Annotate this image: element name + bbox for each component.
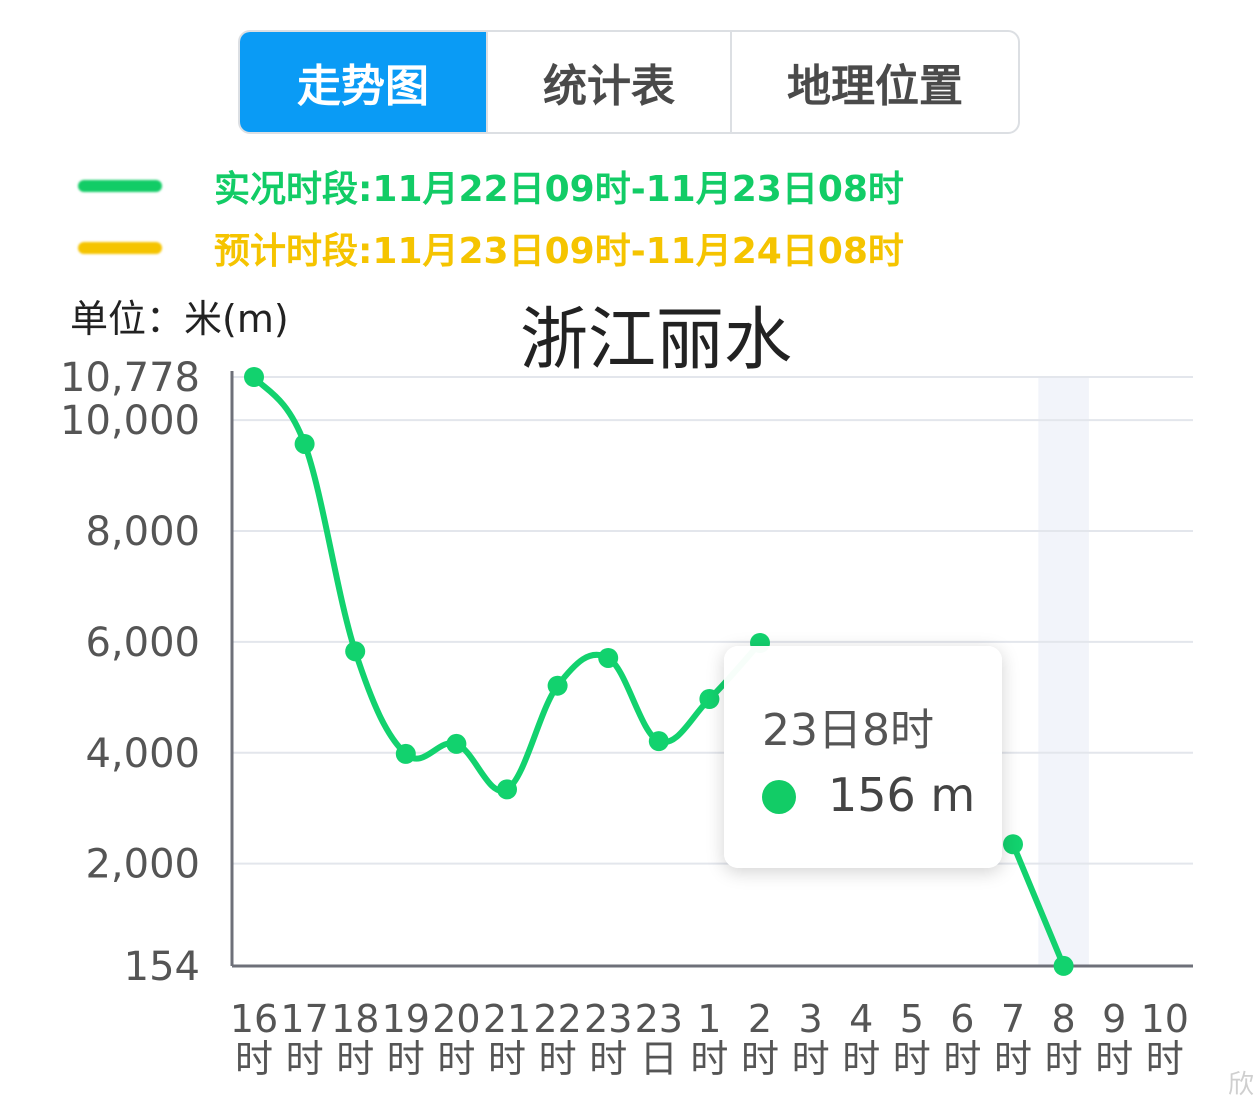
legend-forecast-text: 预计时段:11月23日09时-11月24日08时 bbox=[214, 231, 904, 272]
x-tick-label: 6 bbox=[950, 997, 974, 1041]
unit-label: 单位：米(m) bbox=[70, 297, 289, 341]
x-tick-label: 1 bbox=[697, 997, 721, 1041]
x-tick-label: 3 bbox=[799, 997, 823, 1041]
tooltip-time: 23日8时 bbox=[762, 705, 934, 756]
data-point bbox=[648, 731, 669, 752]
tooltip-series-dot bbox=[762, 780, 796, 814]
tab-bar: 走势图 统计表 地理位置 bbox=[238, 30, 1020, 134]
data-tooltip: 23日8时 156 m bbox=[724, 646, 1002, 868]
data-point bbox=[699, 688, 720, 709]
x-tick-label: 10 bbox=[1141, 997, 1189, 1041]
legend-forecast-swatch bbox=[78, 242, 162, 254]
data-point bbox=[547, 675, 568, 696]
legend-forecast: 预计时段:11月23日09时-11月24日08时 bbox=[78, 226, 904, 272]
data-point bbox=[497, 779, 517, 800]
x-tick-label-unit: 时 bbox=[741, 1037, 779, 1081]
y-tick-label: 6,000 bbox=[85, 620, 200, 666]
x-tick-label-unit: 时 bbox=[1095, 1037, 1133, 1081]
x-tick-label: 7 bbox=[1001, 997, 1025, 1041]
x-tick-label-unit: 日 bbox=[640, 1037, 678, 1081]
legend-observed: 实况时段:11月22日09时-11月23日08时 bbox=[78, 164, 904, 210]
x-tick-label-unit: 时 bbox=[437, 1037, 475, 1081]
data-point bbox=[294, 433, 315, 454]
highlight-band bbox=[1038, 377, 1089, 966]
x-tick-label: 19 bbox=[382, 997, 430, 1041]
x-tick-label-unit: 时 bbox=[842, 1037, 880, 1081]
tooltip-value: 156 m bbox=[828, 768, 976, 822]
y-tick-label: 4,000 bbox=[85, 731, 200, 777]
y-tick-label: 2,000 bbox=[85, 842, 200, 888]
x-tick-label: 4 bbox=[849, 997, 873, 1041]
x-tick-label: 18 bbox=[331, 997, 379, 1041]
x-tick-label-unit: 时 bbox=[994, 1037, 1032, 1081]
x-tick-label-unit: 时 bbox=[286, 1037, 324, 1081]
data-point bbox=[446, 733, 467, 754]
y-tick-label: 10,000 bbox=[60, 398, 200, 444]
x-tick-label: 23 bbox=[635, 997, 683, 1041]
data-point bbox=[345, 641, 366, 662]
x-tick-label-unit: 时 bbox=[488, 1037, 526, 1081]
chart-title: 浙江丽水 bbox=[520, 301, 793, 380]
x-tick-label: 5 bbox=[900, 997, 924, 1041]
x-tick-label: 21 bbox=[483, 997, 531, 1041]
legend-observed-swatch bbox=[78, 180, 162, 192]
x-tick-label: 23 bbox=[584, 997, 632, 1041]
x-tick-label: 17 bbox=[280, 997, 328, 1041]
x-tick-label-unit: 时 bbox=[235, 1037, 273, 1081]
legend-observed-text: 实况时段:11月22日09时-11月23日08时 bbox=[214, 169, 904, 210]
x-tick-label-unit: 时 bbox=[1045, 1037, 1083, 1081]
x-tick-label: 16 bbox=[230, 997, 278, 1041]
data-point bbox=[1003, 834, 1023, 855]
x-tick-label-unit: 时 bbox=[943, 1037, 981, 1081]
data-point bbox=[598, 647, 619, 668]
x-tick-label-unit: 时 bbox=[1146, 1037, 1184, 1081]
watermark: 欣 bbox=[1228, 1070, 1255, 1100]
x-tick-label-unit: 时 bbox=[336, 1037, 374, 1081]
x-tick-label-unit: 时 bbox=[589, 1037, 627, 1081]
y-tick-label: 10,778 bbox=[60, 355, 200, 401]
series-line bbox=[1010, 841, 1067, 969]
x-tick-label: 8 bbox=[1052, 997, 1076, 1041]
data-point bbox=[1053, 955, 1074, 976]
series-line bbox=[251, 374, 763, 794]
x-tick-label-unit: 时 bbox=[387, 1037, 425, 1081]
x-tick-label: 22 bbox=[533, 997, 581, 1041]
x-tick-label-unit: 时 bbox=[539, 1037, 577, 1081]
x-tick-label-unit: 时 bbox=[893, 1037, 931, 1081]
y-tick-label: 154 bbox=[124, 944, 200, 990]
x-tick-label-unit: 时 bbox=[690, 1037, 728, 1081]
data-point bbox=[244, 367, 264, 387]
x-tick-label: 20 bbox=[432, 997, 480, 1041]
y-tick-label: 8,000 bbox=[85, 509, 200, 555]
x-tick-label: 2 bbox=[748, 997, 772, 1041]
tab-location[interactable]: 地理位置 bbox=[730, 32, 1018, 132]
x-tick-label-unit: 时 bbox=[792, 1037, 830, 1081]
data-point bbox=[395, 743, 416, 764]
tab-trend[interactable]: 走势图 bbox=[240, 32, 486, 132]
x-tick-label: 9 bbox=[1102, 997, 1126, 1041]
tab-statistics[interactable]: 统计表 bbox=[486, 32, 730, 132]
